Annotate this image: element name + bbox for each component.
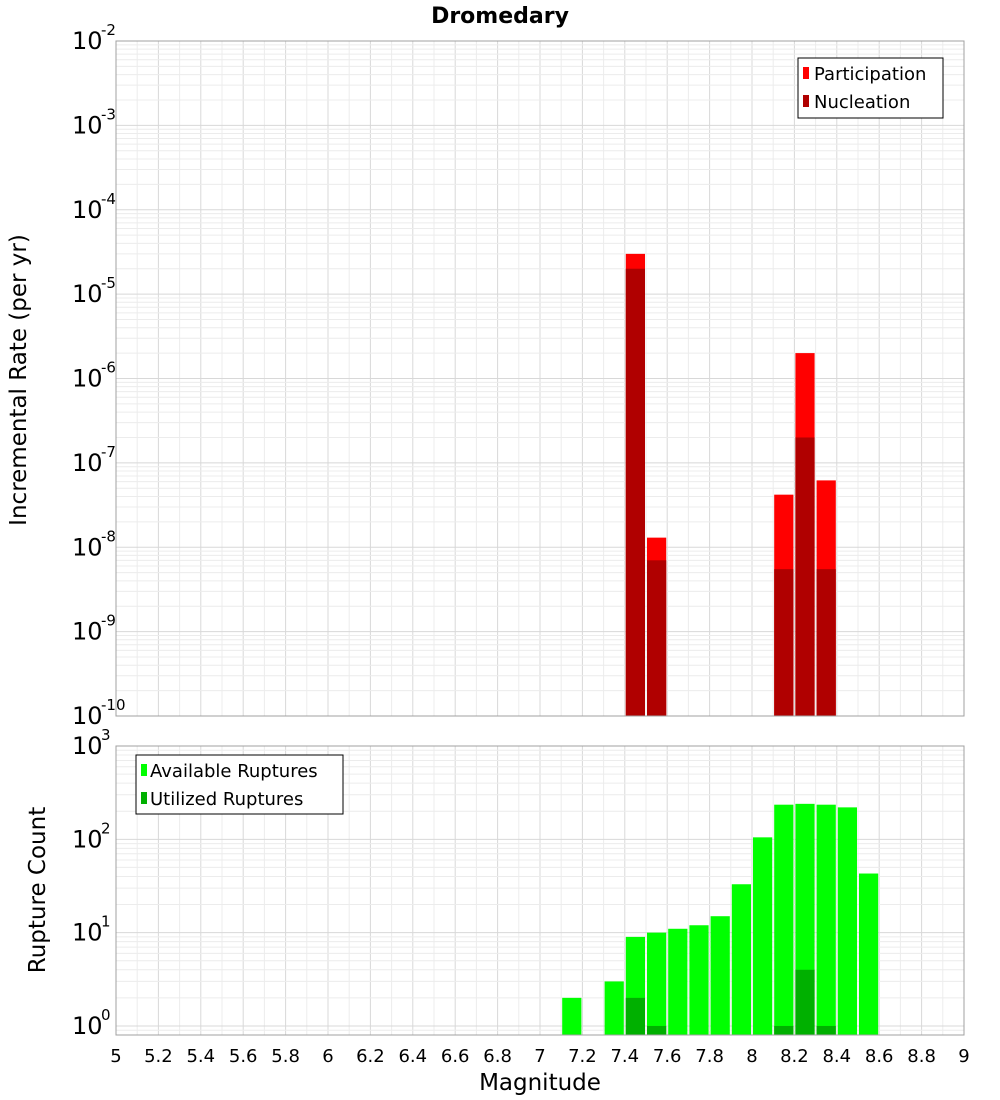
top-y-tick-label: 10 xyxy=(72,533,103,561)
bottom-bar-utilized-ruptures xyxy=(625,997,645,1035)
legend-swatch-participation xyxy=(803,67,809,79)
top-y-tick-exponent: -4 xyxy=(101,190,116,208)
bottom-bar-available-ruptures xyxy=(562,997,582,1035)
x-tick-label: 5.2 xyxy=(144,1046,173,1067)
x-tick-label: 5 xyxy=(110,1046,121,1067)
bottom-y-tick-exponent: 1 xyxy=(101,913,111,931)
x-tick-label: 5.6 xyxy=(229,1046,258,1067)
bottom-bar-utilized-ruptures xyxy=(816,1025,836,1035)
legend-swatch-available-ruptures xyxy=(141,764,147,776)
x-tick-label: 9 xyxy=(958,1046,969,1067)
legend-swatch-utilized-ruptures xyxy=(141,792,147,804)
bottom-y-tick-label: 10 xyxy=(72,732,103,760)
x-tick-label: 6.6 xyxy=(441,1046,470,1067)
top-y-tick-label: 10 xyxy=(72,196,103,224)
top-plot-frame xyxy=(115,40,965,717)
x-tick-label: 8.2 xyxy=(780,1046,809,1067)
bottom-plot-frame xyxy=(115,745,965,1036)
legend-label-participation: Participation xyxy=(814,64,926,85)
x-tick-label: 8 xyxy=(746,1046,757,1067)
x-axis-label: Magnitude xyxy=(479,1070,601,1096)
top-bar-nucleation xyxy=(647,560,667,716)
bottom-bar-available-ruptures xyxy=(689,925,709,1035)
top-y-tick-exponent: -8 xyxy=(101,527,116,545)
bottom-bar-utilized-ruptures xyxy=(795,969,815,1035)
chart-title: Dromedary xyxy=(431,4,569,29)
x-tick-label: 7.2 xyxy=(568,1046,597,1067)
legend-label-available-ruptures: Available Ruptures xyxy=(150,761,318,782)
bottom-bar-utilized-ruptures xyxy=(774,1025,794,1035)
x-tick-labels: 5 5.2 5.4 5.6 5.8 6 6.2 6.4 6.6 6.8 7 7.2 7.4 7.6 7.8 8… xyxy=(110,1046,969,1067)
top-plot-grid xyxy=(115,40,965,717)
top-y-tick-exponent: -5 xyxy=(101,274,116,292)
top-y-tick-exponent: -7 xyxy=(101,443,116,461)
top-y-tick-label: 10 xyxy=(72,365,103,393)
legend-label-nucleation: Nucleation xyxy=(814,92,910,113)
x-tick-label: 5.4 xyxy=(186,1046,215,1067)
legend-swatch-nucleation xyxy=(803,95,809,107)
legend-label-utilized-ruptures: Utilized Ruptures xyxy=(150,789,303,810)
top-y-tick-label: 10 xyxy=(72,111,103,139)
x-tick-label: 7.4 xyxy=(610,1046,639,1067)
top-bar-nucleation xyxy=(774,569,794,716)
top-legend: Participation Nucleation xyxy=(797,57,944,119)
top-y-tick-label: 10 xyxy=(72,449,103,477)
bottom-bar-available-ruptures xyxy=(859,873,879,1035)
bottom-bar-available-ruptures xyxy=(668,928,688,1035)
top-y-axis-label: Incremental Rate (per yr) xyxy=(6,234,32,526)
x-tick-label: 5.8 xyxy=(271,1046,300,1067)
top-y-tick-label: 10 xyxy=(72,618,103,646)
top-legend-box xyxy=(797,57,944,119)
bottom-y-tick-label: 10 xyxy=(72,1012,103,1040)
x-tick-label: 8.8 xyxy=(907,1046,936,1067)
bottom-y-tick-exponent: 3 xyxy=(101,726,111,744)
top-y-tick-label: 10 xyxy=(72,280,103,308)
x-tick-label: 8.4 xyxy=(822,1046,851,1067)
x-tick-label: 6.8 xyxy=(483,1046,512,1067)
bottom-bar-available-ruptures xyxy=(816,804,836,1035)
top-y-tick-label: 10 xyxy=(72,702,103,730)
bottom-bar-available-ruptures xyxy=(604,981,624,1035)
bottom-legend: Available Ruptures Utilized Ruptures xyxy=(135,754,344,815)
bottom-bar-available-ruptures xyxy=(774,804,794,1035)
bottom-y-tick-label: 10 xyxy=(72,825,103,853)
bottom-bar-available-ruptures xyxy=(731,884,751,1035)
top-plot-bars xyxy=(625,253,836,716)
top-y-tick-exponent: -2 xyxy=(101,21,116,39)
bottom-bar-available-ruptures xyxy=(753,837,773,1035)
top-y-tick-exponent: -6 xyxy=(101,359,116,377)
x-tick-label: 7.6 xyxy=(653,1046,682,1067)
top-bar-nucleation xyxy=(816,569,836,716)
x-tick-label: 8.6 xyxy=(865,1046,894,1067)
bottom-plot-bars xyxy=(562,803,879,1035)
x-tick-label: 6.2 xyxy=(356,1046,385,1067)
bottom-legend-box xyxy=(135,754,344,815)
top-bar-nucleation xyxy=(795,437,815,716)
bottom-y-axis-label: Rupture Count xyxy=(25,807,51,973)
bottom-y-tick-label: 10 xyxy=(72,919,103,947)
bottom-bar-available-ruptures xyxy=(837,807,857,1035)
bottom-y-tick-exponent: 0 xyxy=(101,1006,111,1024)
x-tick-label: 7.8 xyxy=(695,1046,724,1067)
x-tick-label: 7 xyxy=(534,1046,545,1067)
x-tick-label: 6 xyxy=(322,1046,333,1067)
x-tick-label: 6.4 xyxy=(398,1046,427,1067)
top-y-tick-label: 10 xyxy=(72,27,103,55)
top-y-tick-exponent: -9 xyxy=(101,612,116,630)
top-y-tick-exponent: -10 xyxy=(101,696,126,714)
bottom-bar-available-ruptures xyxy=(647,932,667,1035)
bottom-y-tick-exponent: 2 xyxy=(101,819,111,837)
top-y-tick-exponent: -3 xyxy=(101,105,116,123)
bottom-bar-utilized-ruptures xyxy=(647,1025,667,1035)
top-bar-nucleation xyxy=(625,268,645,716)
bottom-bar-available-ruptures xyxy=(710,916,730,1035)
